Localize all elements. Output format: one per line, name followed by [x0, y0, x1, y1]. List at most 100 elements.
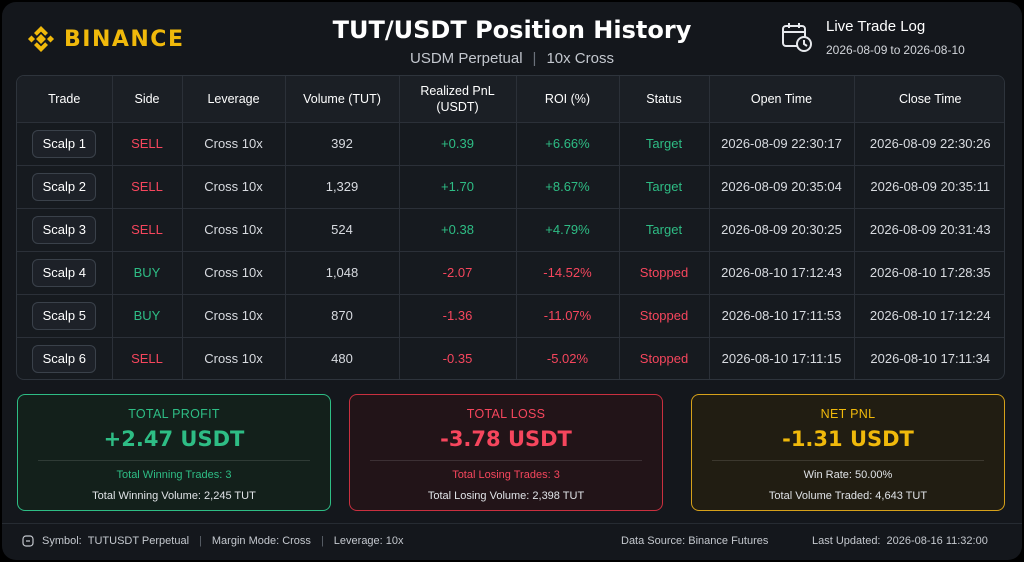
close-time-cell: 2026-08-10 17:28:35	[854, 251, 1004, 295]
side-cell: BUY	[112, 294, 183, 338]
status-cell: Target	[619, 122, 710, 166]
side-cell: SELL	[112, 165, 183, 209]
total-profit-value: +2.47 USDT	[103, 427, 245, 451]
volume-cell: 480	[285, 337, 400, 379]
brand-name: BINANCE	[64, 26, 185, 52]
volume-cell: 392	[285, 122, 400, 166]
binance-logo-icon	[27, 26, 55, 52]
col-trade: Trade	[17, 76, 113, 123]
card-label: TOTAL PROFIT	[128, 407, 220, 421]
divider	[38, 460, 310, 461]
losing-volume: Total Losing Volume: 2,398 TUT	[427, 490, 585, 502]
last-updated: Last Updated: 2026-08-16 11:32:00	[812, 535, 988, 547]
roi-cell: -5.02%	[516, 337, 620, 379]
open-time-cell: 2026-08-10 17:11:15	[709, 337, 855, 379]
trade-button[interactable]: Scalp 5	[32, 301, 97, 330]
table-row: Scalp 3 SELL Cross 10x 524 +0.38 +4.79% Target…	[17, 208, 1004, 252]
open-time-cell: 2026-08-10 17:11:53	[709, 294, 855, 338]
win-rate: Win Rate: 50.00%	[803, 469, 893, 481]
status-cell: Stopped	[619, 337, 710, 379]
card-label: NET PNL	[820, 407, 876, 421]
close-time-cell: 2026-08-10 17:12:24	[854, 294, 1004, 338]
open-time-cell: 2026-08-09 22:30:17	[709, 122, 855, 166]
table-row: Scalp 2 SELL Cross 10x 1,329 +1.70 +8.67% Targ…	[17, 165, 1004, 209]
trade-cell: Scalp 2	[17, 165, 113, 209]
col-open-time: Open Time	[709, 76, 855, 123]
leverage-cell: Cross 10x	[182, 122, 286, 166]
leverage-cell: Cross 10x	[182, 294, 286, 338]
trade-button[interactable]: Scalp 1	[32, 129, 97, 158]
footer-divider	[2, 523, 1022, 524]
calendar-clock-icon	[782, 23, 812, 52]
pnl-cell: -2.07	[399, 251, 517, 295]
table-row: Scalp 5 BUY Cross 10x 870 -1.36 -11.07% Stoppe…	[17, 294, 1004, 338]
net-pnl-card: NET PNL -1.31 USDT Win Rate: 50.00% Tota…	[691, 394, 1005, 511]
col-side: Side	[112, 76, 183, 123]
divider	[712, 460, 984, 461]
total-volume: Total Volume Traded: 4,643 TUT	[768, 490, 928, 502]
table-header: Trade Side Leverage Volume (TUT) Realize…	[17, 76, 1004, 123]
close-time-cell: 2026-08-09 22:30:26	[854, 122, 1004, 166]
col-pnl: Realized PnL (USDT)	[399, 76, 517, 123]
total-profit-card: TOTAL PROFIT +2.47 USDT Total Winning Tr…	[17, 394, 331, 511]
roi-cell: +4.79%	[516, 208, 620, 252]
pnl-cell: -1.36	[399, 294, 517, 338]
volume-cell: 1,048	[285, 251, 400, 295]
trade-cell: Scalp 3	[17, 208, 113, 252]
volume-cell: 1,329	[285, 165, 400, 209]
trade-cell: Scalp 5	[17, 294, 113, 338]
side-cell: SELL	[112, 122, 183, 166]
range-start: 2026-08-09	[826, 43, 888, 57]
roi-cell: -11.07%	[516, 294, 620, 338]
trade-cell: Scalp 1	[17, 122, 113, 166]
info-icon	[22, 535, 34, 547]
status-cell: Target	[619, 208, 710, 252]
last-updated-value: 2026-08-16 11:32:00	[886, 535, 988, 547]
trade-cell: Scalp 4	[17, 251, 113, 295]
trade-button[interactable]: Scalp 4	[32, 258, 97, 287]
total-loss-card: TOTAL LOSS -3.78 USDT Total Losing Trade…	[349, 394, 663, 511]
table-row: Scalp 6 SELL Cross 10x 480 -0.35 -5.02% Stoppe…	[17, 337, 1004, 379]
leverage-cell: Cross 10x	[182, 251, 286, 295]
pnl-cell: +0.38	[399, 208, 517, 252]
leverage-info: Leverage: 10x	[333, 535, 404, 547]
volume-cell: 870	[285, 294, 400, 338]
table-row: Scalp 4 BUY Cross 10x 1,048 -2.07 -14.52% Stop…	[17, 251, 1004, 295]
footer-info: Symbol: TUTUSDT Perpetual | Margin Mode:…	[22, 535, 404, 547]
symbol-value: TUTUSDT Perpetual	[87, 535, 190, 547]
status-cell: Target	[619, 165, 710, 209]
losing-trades: Total Losing Trades: 3	[452, 469, 560, 481]
open-time-cell: 2026-08-09 20:30:25	[709, 208, 855, 252]
range-end: 2026-08-10	[903, 43, 965, 57]
winning-trades: Total Winning Trades: 3	[116, 469, 232, 481]
position-table: Trade Side Leverage Volume (TUT) Realize…	[16, 75, 1005, 380]
leverage-cell: Cross 10x	[182, 165, 286, 209]
binance-logo: BINANCE	[26, 24, 184, 54]
status-cell: Stopped	[619, 294, 710, 338]
table-row: Scalp 1 SELL Cross 10x 392 +0.39 +6.66% Target…	[17, 122, 1004, 166]
trade-button[interactable]: Scalp 3	[32, 215, 97, 244]
roi-cell: -14.52%	[516, 251, 620, 295]
live-trade-log: Live Trade Log 2026-08-09 to 2026-08-10	[780, 18, 965, 57]
margin-mode: 10x Cross	[546, 50, 614, 67]
live-log-title: Live Trade Log	[826, 18, 926, 35]
total-loss-value: -3.78 USDT	[440, 427, 572, 451]
close-time-cell: 2026-08-09 20:31:43	[854, 208, 1004, 252]
trade-button[interactable]: Scalp 6	[32, 344, 97, 373]
trade-button[interactable]: Scalp 2	[32, 172, 97, 201]
data-source: Data Source: Binance Futures	[621, 535, 769, 547]
date-range: 2026-08-09 to 2026-08-10	[826, 43, 965, 57]
roi-cell: +8.67%	[516, 165, 620, 209]
volume-cell: 524	[285, 208, 400, 252]
open-time-cell: 2026-08-10 17:12:43	[709, 251, 855, 295]
close-time-cell: 2026-08-09 20:35:11	[854, 165, 1004, 209]
col-status: Status	[619, 76, 710, 123]
side-cell: SELL	[112, 337, 183, 379]
status-cell: Stopped	[619, 251, 710, 295]
pnl-cell: +1.70	[399, 165, 517, 209]
close-time-cell: 2026-08-10 17:11:34	[870, 351, 991, 367]
leverage-cell: Cross 10x	[182, 337, 286, 379]
side-cell: SELL	[112, 208, 183, 252]
winning-volume: Total Winning Volume: 2,245 TUT	[92, 490, 256, 502]
